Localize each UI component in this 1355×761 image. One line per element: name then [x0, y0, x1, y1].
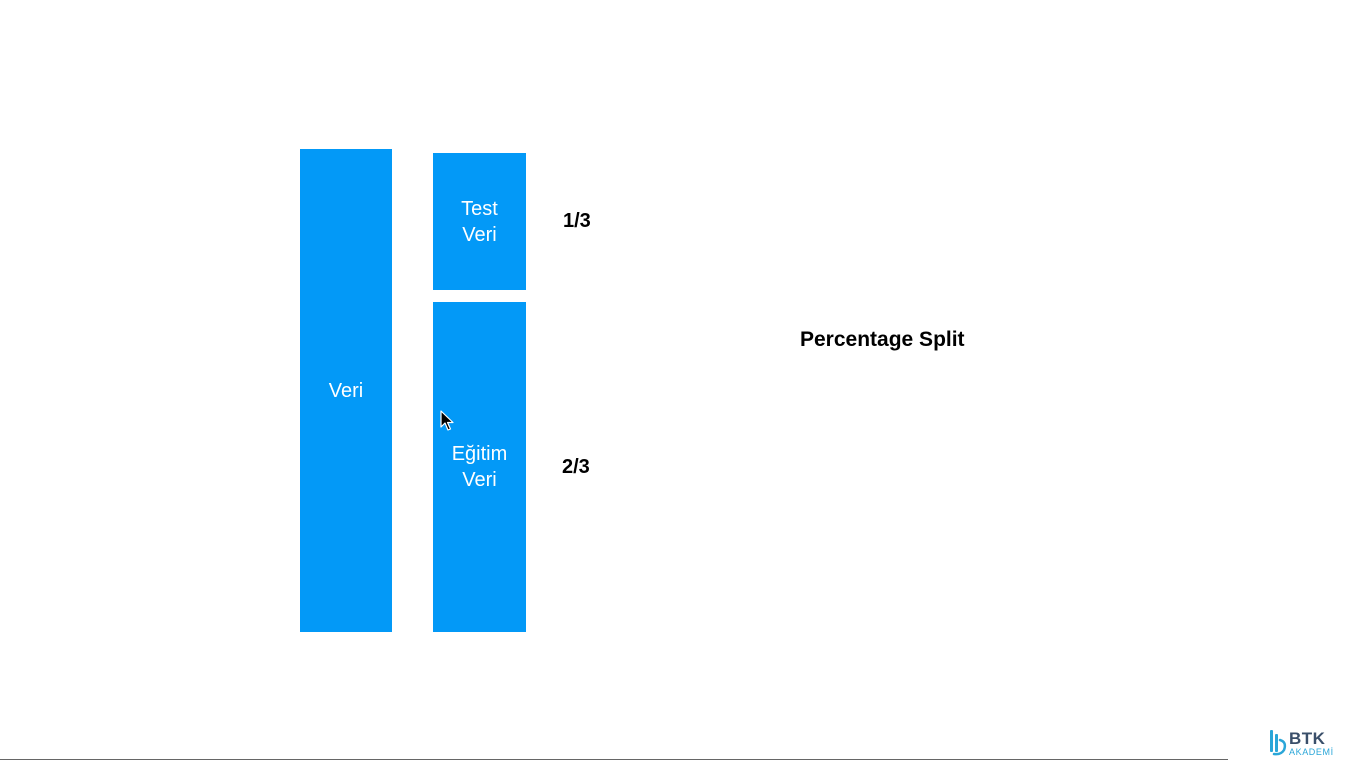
training-data-label: Eğitim Veri — [451, 443, 508, 491]
mouse-pointer-icon — [440, 410, 454, 431]
logo-sub-text: AKADEMİ — [1289, 747, 1334, 757]
method-title: Percentage Split — [800, 328, 965, 351]
bottom-divider — [0, 759, 1228, 760]
full-data-label: Veri — [328, 379, 364, 402]
test-fraction-label: 1/3 — [563, 210, 591, 232]
test-data-box: Test Veri — [433, 153, 526, 290]
test-data-label: Test Veri — [461, 197, 498, 246]
btk-logo-icon — [1270, 730, 1287, 756]
training-fraction-label: 2/3 — [562, 456, 590, 478]
full-data-box: Veri — [300, 149, 392, 632]
btk-akademi-logo: BTK AKADEMİ — [1268, 728, 1348, 760]
training-data-box: Eğitim Veri — [433, 302, 526, 632]
logo-brand-text: BTK — [1289, 729, 1326, 748]
